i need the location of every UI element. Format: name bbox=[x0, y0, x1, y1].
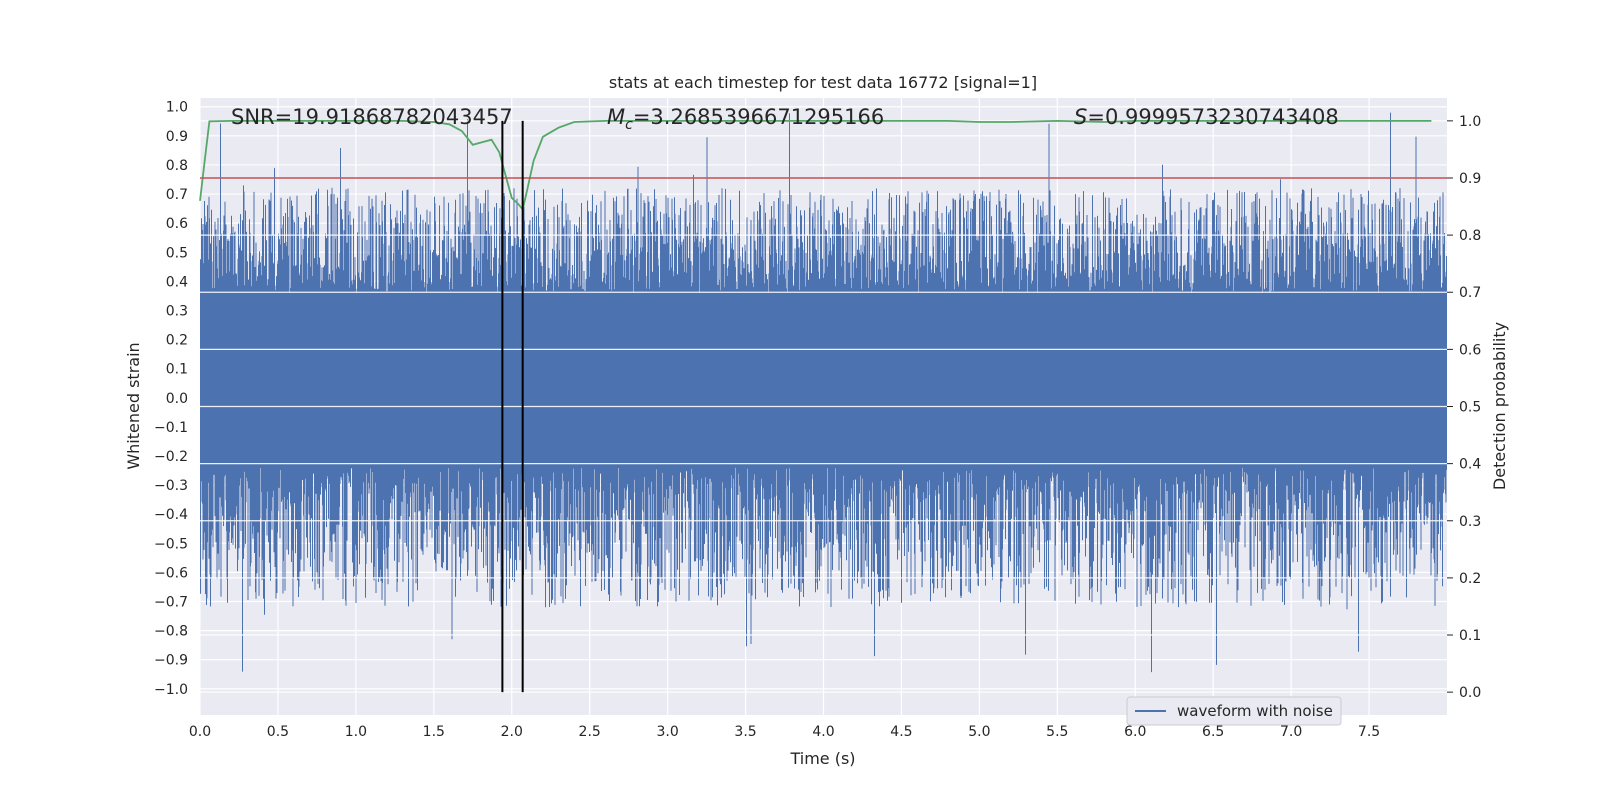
y-right-tick-label: 0.2 bbox=[1459, 571, 1481, 587]
s-value: =0.9999573230743408 bbox=[1087, 105, 1338, 129]
y-right-tick-label: 0.7 bbox=[1459, 285, 1481, 301]
x-tick-label: 0.0 bbox=[189, 724, 211, 740]
y-right-tick-label: 0.5 bbox=[1459, 400, 1481, 416]
y-left-tick-label: 0.0 bbox=[166, 391, 188, 407]
y-right-tick-label: 1.0 bbox=[1459, 114, 1481, 130]
y-left-tick-label: −0.5 bbox=[154, 536, 188, 552]
y-left-tick-label: 0.4 bbox=[166, 274, 188, 290]
x-tick-label: 6.5 bbox=[1202, 724, 1224, 740]
waveform-series bbox=[200, 112, 1447, 673]
x-tick-label: 5.0 bbox=[968, 724, 990, 740]
x-tick-label: 4.0 bbox=[812, 724, 834, 740]
y-right-tick-label: 0.1 bbox=[1459, 628, 1481, 644]
x-tick-label: 7.5 bbox=[1358, 724, 1380, 740]
y-left-tick-label: −0.8 bbox=[154, 624, 188, 640]
y-left-tick-label: −0.4 bbox=[154, 507, 188, 523]
y-right-tick-label: 0.8 bbox=[1459, 228, 1481, 244]
y-left-tick-label: 0.1 bbox=[166, 362, 188, 378]
mc-symbol: M bbox=[607, 105, 625, 129]
x-tick-label: 5.5 bbox=[1046, 724, 1068, 740]
y-right-tick-label: 0.4 bbox=[1459, 457, 1481, 473]
x-tick-label: 1.5 bbox=[423, 724, 445, 740]
y-right-tick-label: 0.3 bbox=[1459, 514, 1481, 530]
y-left-tick-label: 0.6 bbox=[166, 216, 188, 232]
legend-box bbox=[1126, 696, 1342, 726]
y-left-tick-label: 0.9 bbox=[166, 129, 188, 145]
mc-value: =3.2685396671295166 bbox=[633, 105, 884, 129]
y-left-tick-label: 1.0 bbox=[166, 100, 188, 116]
y-left-tick-label: −0.2 bbox=[154, 449, 188, 465]
y-axis-right-label: Detection probability bbox=[1490, 322, 1509, 490]
y-axis-left-ticks: 1.0 0.9 0.8 0.7 0.6 0.5 0.4 0.3 0.2 0.1 0.0 −0.1 −0.… bbox=[154, 100, 188, 698]
y-left-tick-label: −0.1 bbox=[154, 420, 188, 436]
y-left-tick-label: 0.2 bbox=[166, 333, 188, 349]
y-left-tick-label: −0.6 bbox=[154, 565, 188, 581]
y-right-tick-label: 0.0 bbox=[1459, 685, 1481, 701]
s-annotation: S=0.9999573230743408 bbox=[1074, 105, 1339, 129]
mc-subscript: c bbox=[625, 117, 633, 133]
y-left-tick-label: 0.5 bbox=[166, 245, 188, 261]
y-left-tick-label: 0.7 bbox=[166, 187, 188, 203]
chart-title: stats at each timestep for test data 167… bbox=[609, 73, 1037, 92]
y-left-tick-label: −0.9 bbox=[154, 653, 188, 669]
x-tick-label: 4.5 bbox=[890, 724, 912, 740]
y-left-tick-label: 0.8 bbox=[166, 158, 188, 174]
event-window bbox=[501, 120, 524, 693]
x-axis-ticks: 0.0 0.5 1.0 1.5 2.0 2.5 3.0 3.5 4.0 4.5 5.0 5.5 6.0 6… bbox=[189, 724, 1380, 740]
y-right-tick-label: 0.9 bbox=[1459, 171, 1481, 187]
x-tick-label: 3.0 bbox=[656, 724, 678, 740]
snr-annotation: SNR=19.91868782043457 bbox=[231, 105, 513, 129]
x-tick-label: 1.0 bbox=[345, 724, 367, 740]
y-left-tick-label: 0.3 bbox=[166, 303, 188, 319]
x-tick-label: 2.0 bbox=[501, 724, 523, 740]
x-tick-label: 3.5 bbox=[734, 724, 756, 740]
s-symbol: S bbox=[1074, 105, 1087, 129]
x-tick-label: 0.5 bbox=[267, 724, 289, 740]
x-tick-label: 2.5 bbox=[579, 724, 601, 740]
x-tick-label: 6.0 bbox=[1124, 724, 1146, 740]
legend: waveform with noise bbox=[1126, 696, 1342, 726]
waveform-line bbox=[200, 112, 1447, 673]
y-left-tick-label: −1.0 bbox=[154, 682, 188, 698]
legend-label: waveform with noise bbox=[1177, 702, 1333, 720]
y-axis-left-label: Whitened strain bbox=[124, 342, 143, 469]
mc-annotation: Mc=3.2685396671295166 bbox=[607, 105, 884, 133]
y-left-tick-label: −0.7 bbox=[154, 594, 188, 610]
detection-probability-line bbox=[199, 119, 1432, 212]
x-axis-label: Time (s) bbox=[789, 749, 855, 768]
y-axis-right-ticks: 1.0 0.9 0.8 0.7 0.6 0.5 0.4 0.3 0.2 0.1 0.0 bbox=[1447, 114, 1481, 701]
x-tick-label: 7.0 bbox=[1280, 724, 1302, 740]
y-right-tick-label: 0.6 bbox=[1459, 342, 1481, 358]
y-left-tick-label: −0.3 bbox=[154, 478, 188, 494]
